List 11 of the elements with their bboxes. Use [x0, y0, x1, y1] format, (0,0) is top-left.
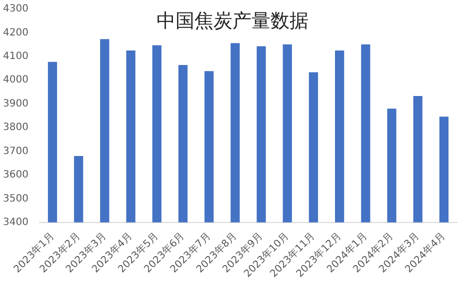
- y-tick-label: 4300: [2, 4, 28, 15]
- y-tick-label: 4000: [2, 74, 28, 86]
- y-tick-label: 3600: [2, 170, 28, 181]
- chart-title: 中国焦炭产量数据: [156, 10, 308, 32]
- y-tick-label: 4100: [2, 51, 28, 62]
- y-tick-label: 3700: [2, 146, 28, 157]
- y-tick-label: 3800: [2, 122, 28, 134]
- y-tick-label: 3900: [2, 98, 28, 110]
- y-tick-label: 3400: [2, 216, 28, 228]
- y-tick-label: 4200: [2, 27, 28, 38]
- y-tick-label: 3500: [2, 193, 28, 204]
